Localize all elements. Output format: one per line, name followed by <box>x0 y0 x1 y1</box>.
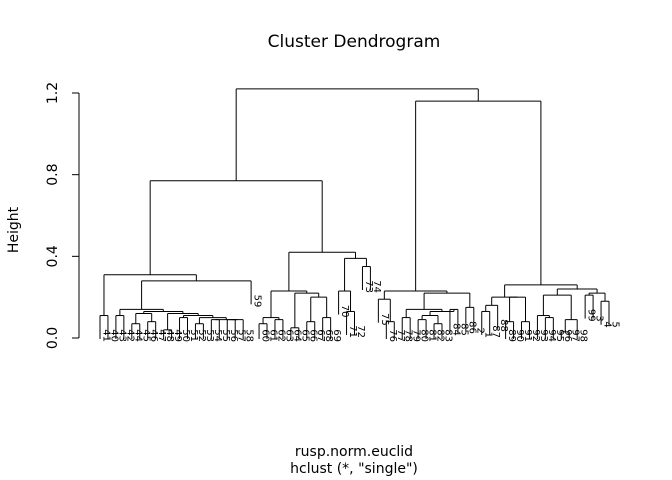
dendrogram-branches <box>99 88 610 340</box>
leaf-label: 61 <box>268 329 279 342</box>
leaf-label: 44 <box>132 329 143 342</box>
leaf-label: 65 <box>299 329 310 342</box>
leaf-label: 43 <box>116 329 127 342</box>
leaf-label: 42 <box>124 329 135 342</box>
leaf-label: 5 <box>610 321 621 327</box>
leaf-label: 77 <box>395 329 406 342</box>
leaf-label: 55 <box>220 329 231 342</box>
chart-title: Cluster Dendrogram <box>268 32 441 52</box>
leaf-labels: 4140434244454647484950515253545556575859… <box>101 280 621 342</box>
y-ticks: 0.0 0.4 0.8 1.2 <box>45 82 79 349</box>
leaf-label: 79 <box>411 329 422 342</box>
leaf-label: 64 <box>291 329 302 342</box>
leaf-label: 99 <box>586 309 597 322</box>
leaf-label: 90 <box>514 329 525 342</box>
leaf-label: 89 <box>506 329 517 342</box>
leaf-label: 84 <box>450 323 461 336</box>
leaf-label: 87 <box>490 325 501 338</box>
leaf-label: 4 <box>602 321 613 327</box>
leaf-label: 86 <box>466 321 477 334</box>
leaf-label: 93 <box>538 329 549 342</box>
leaf-label: 53 <box>204 329 215 342</box>
leaf-label: 50 <box>180 329 191 342</box>
leaf-label: 96 <box>562 329 573 342</box>
leaf-label: 52 <box>196 329 207 342</box>
leaf-label: 60 <box>260 329 271 342</box>
leaf-label: 78 <box>403 329 414 342</box>
leaf-label: 91 <box>522 329 533 342</box>
leaf-label: 95 <box>554 329 565 342</box>
leaf-label: 82 <box>435 329 446 342</box>
leaf-label: 57 <box>236 329 247 342</box>
leaf-label: 48 <box>164 329 175 342</box>
leaf-label: 62 <box>275 329 286 342</box>
leaf-label: 46 <box>148 329 159 342</box>
leaf-label: 74 <box>371 280 382 293</box>
leaf-label: 73 <box>363 280 374 293</box>
leaf-label: 54 <box>212 329 223 342</box>
leaf-label: 80 <box>419 329 430 342</box>
leaf-label: 47 <box>156 329 167 342</box>
leaf-label: 67 <box>315 329 326 342</box>
leaf-label: 58 <box>244 329 255 342</box>
leaf-label: 83 <box>442 329 453 342</box>
x-axis-label: rusp.norm.euclid <box>295 444 413 460</box>
leaf-label: 94 <box>546 329 557 342</box>
leaf-label: 45 <box>140 329 151 342</box>
leaf-label: 1 <box>482 332 493 338</box>
leaf-label: 97 <box>570 329 581 342</box>
leaf-label: 70 <box>339 305 350 318</box>
leaf-label: 51 <box>188 329 199 342</box>
leaf-label: 3 <box>594 315 605 321</box>
leaf-label: 68 <box>323 329 334 342</box>
leaf-label: 72 <box>355 325 366 338</box>
x-axis-sublabel: hclust (*, "single") <box>290 461 418 477</box>
leaf-label: 85 <box>458 323 469 336</box>
leaf-label: 71 <box>347 325 358 338</box>
leaf-label: 56 <box>228 329 239 342</box>
y-tick-label: 0.0 <box>45 327 61 349</box>
y-tick-label: 0.4 <box>45 245 61 267</box>
leaf-label: 63 <box>283 329 294 342</box>
leaf-label: 59 <box>252 295 263 308</box>
leaf-label: 76 <box>387 329 398 342</box>
leaf-label: 88 <box>498 319 509 332</box>
leaf-label: 2 <box>474 327 485 333</box>
leaf-label: 49 <box>172 329 183 342</box>
leaf-label: 75 <box>379 313 390 326</box>
leaf-label: 92 <box>530 329 541 342</box>
y-axis-label: Height <box>6 206 22 253</box>
leaf-label: 41 <box>101 329 112 342</box>
leaf-label: 66 <box>307 329 318 342</box>
y-tick-label: 0.8 <box>45 164 61 186</box>
leaf-label: 81 <box>427 329 438 342</box>
y-tick-label: 1.2 <box>45 82 61 104</box>
leaf-label: 98 <box>578 329 589 342</box>
leaf-label: 69 <box>331 329 342 342</box>
leaf-label: 40 <box>108 329 119 342</box>
